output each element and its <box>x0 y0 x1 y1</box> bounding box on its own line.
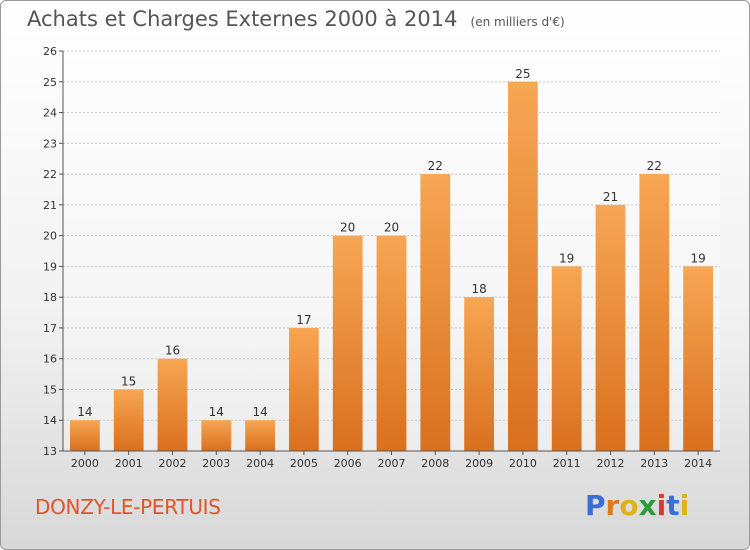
bar-2010 <box>508 81 538 452</box>
x-tick-label: 2009 <box>465 457 493 470</box>
bar-value-label: 20 <box>384 221 399 235</box>
bar-2013 <box>639 174 670 452</box>
bar-2009 <box>464 297 494 451</box>
x-tick-label: 2002 <box>159 457 187 470</box>
y-tick-label: 22 <box>43 168 57 181</box>
logo-letter: r <box>605 489 620 522</box>
x-tick-label: 2014 <box>684 457 712 470</box>
x-tick-label: 2006 <box>334 457 362 470</box>
x-tick-label: 2010 <box>509 457 537 470</box>
bar-2007 <box>376 235 407 451</box>
bar-value-label: 20 <box>340 221 355 235</box>
logo-letter: o <box>619 489 639 522</box>
bar-value-label: 14 <box>252 405 267 419</box>
bar-2011 <box>551 266 582 451</box>
logo-letter: x <box>638 489 657 522</box>
bar-2006 <box>332 235 363 451</box>
y-tick-label: 20 <box>43 230 57 243</box>
x-tick-label: 2007 <box>378 457 406 470</box>
bar-2001 <box>113 389 144 451</box>
bar-value-label: 14 <box>209 405 224 419</box>
x-tick-label: 2008 <box>421 457 449 470</box>
bar-2014 <box>683 266 713 451</box>
bar-2003 <box>201 420 232 451</box>
x-axis: 2000 2001 2002 2003 2004 2005 2006 2007 2008 2009… <box>63 450 720 470</box>
y-tick-label: 25 <box>43 76 57 89</box>
bar-value-label: 16 <box>165 344 180 358</box>
bar-value-label: 14 <box>77 405 92 419</box>
bar-2002 <box>157 358 188 451</box>
bar-2012 <box>595 204 626 451</box>
logo-letter: i <box>679 489 690 522</box>
bar-value-label: 18 <box>471 282 486 296</box>
y-tick-label: 13 <box>43 445 57 458</box>
y-tick-label: 21 <box>43 199 57 212</box>
bars: 14 15 16 14 14 17 20 20 22 18 25 19 21 22 19 <box>70 67 713 452</box>
y-tick-label: 23 <box>43 137 57 150</box>
bar-2005 <box>289 327 319 451</box>
x-tick-label: 2011 <box>553 457 581 470</box>
y-tick-label: 26 <box>43 45 57 58</box>
x-tick-label: 2012 <box>597 457 625 470</box>
bar-value-label: 25 <box>515 67 530 81</box>
bar-value-label: 19 <box>559 251 574 265</box>
bar-2000 <box>70 420 100 451</box>
y-tick-label: 24 <box>43 107 57 120</box>
bar-value-label: 15 <box>121 374 136 388</box>
y-tick-label: 15 <box>43 383 57 396</box>
chart-unit: (en milliers d'€) <box>470 15 565 29</box>
x-tick-label: 2001 <box>115 457 143 470</box>
bar-value-label: 19 <box>690 251 705 265</box>
logo-letter: P <box>585 489 606 522</box>
bar-value-label: 22 <box>647 159 662 173</box>
x-tick-label: 2000 <box>71 457 99 470</box>
x-tick-label: 2013 <box>640 457 668 470</box>
x-tick-label: 2005 <box>290 457 318 470</box>
x-tick-label: 2004 <box>246 457 274 470</box>
y-tick-label: 14 <box>43 414 57 427</box>
logo-letter: i <box>656 489 667 522</box>
y-axis: 13 14 15 16 17 18 19 20 21 22 23 24 25 26 <box>43 45 64 458</box>
logo-letter: t <box>666 489 680 522</box>
bar-value-label: 22 <box>428 159 443 173</box>
bar-value-label: 17 <box>296 313 311 327</box>
x-tick-label: 2003 <box>202 457 230 470</box>
bar-value-label: 21 <box>603 190 618 204</box>
y-tick-label: 17 <box>43 322 57 335</box>
bar-2008 <box>420 174 451 452</box>
proxiti-logo: Proxiti <box>585 489 689 522</box>
commune-name: DONZY-LE-PERTUIS <box>35 495 221 519</box>
y-tick-label: 18 <box>43 291 57 304</box>
y-tick-label: 19 <box>43 260 57 273</box>
bar-2004 <box>245 420 275 451</box>
chart-title: Achats et Charges Externes 2000 à 2014 <box>27 7 458 31</box>
y-tick-label: 16 <box>43 353 57 366</box>
title-row: Achats et Charges Externes 2000 à 2014 (… <box>27 7 565 31</box>
